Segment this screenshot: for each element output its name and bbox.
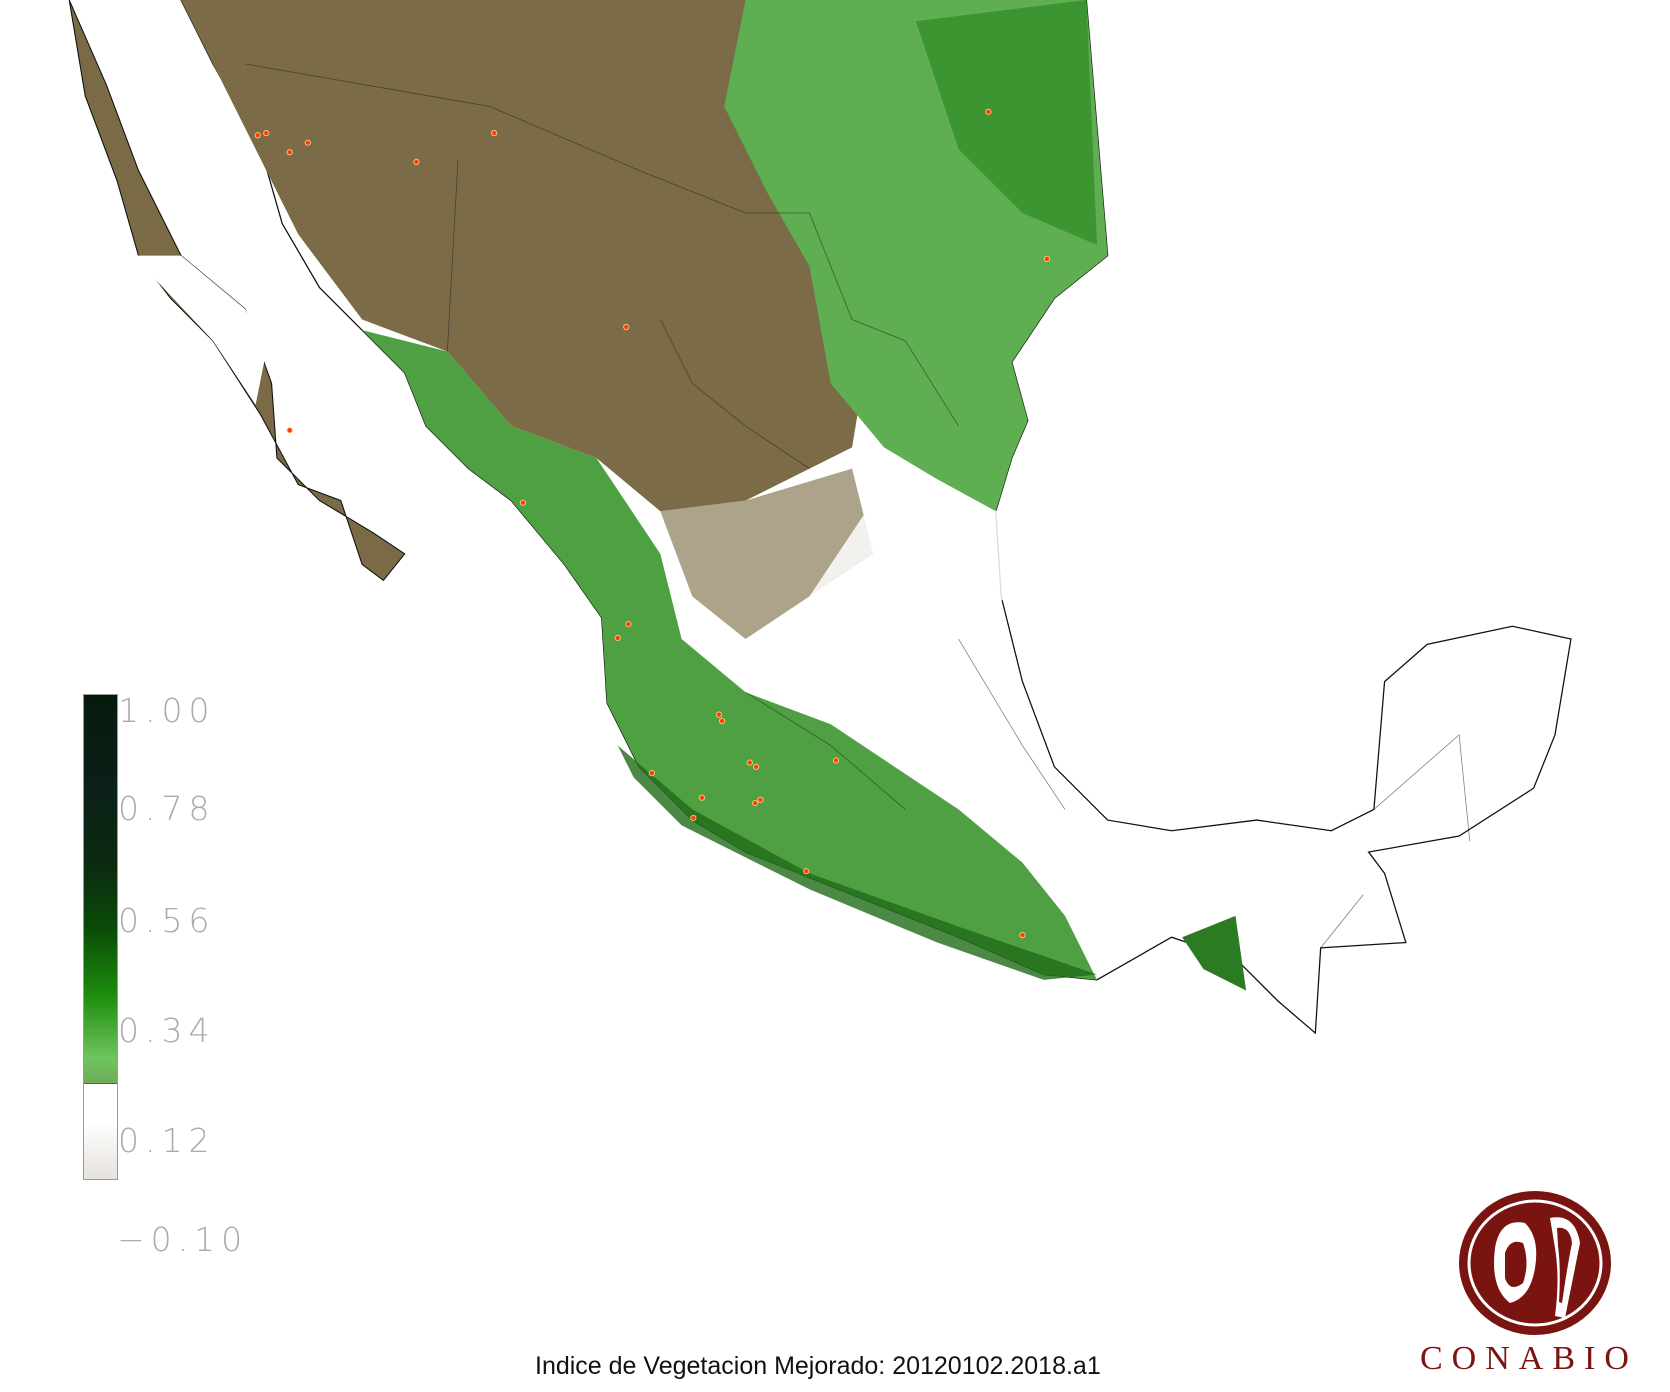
fire-point xyxy=(1019,932,1026,939)
fire-point xyxy=(690,814,697,822)
fire-point xyxy=(757,796,764,803)
fire-point xyxy=(985,108,992,115)
legend-tick: 0.12 xyxy=(118,1121,216,1160)
legend-tick: −0.10 xyxy=(117,1220,249,1259)
state-borders xyxy=(244,63,1471,949)
fire-point xyxy=(413,158,420,165)
vegetation-dense-chiapas xyxy=(1182,915,1247,991)
fire-point xyxy=(254,132,261,139)
fire-point xyxy=(715,711,722,718)
fire-point xyxy=(803,868,810,875)
fire-point xyxy=(698,794,705,801)
fire-point xyxy=(625,621,632,628)
fire-point xyxy=(519,499,527,506)
fire-point xyxy=(648,770,655,777)
vegetation-central xyxy=(660,468,874,640)
vegetation-green-west xyxy=(362,330,1098,980)
conabio-logo-icon xyxy=(1459,1191,1611,1335)
map-title: Indice de Vegetacion Mejorado: 20120102.… xyxy=(535,1352,1101,1380)
fire-point xyxy=(286,427,293,434)
fire-point xyxy=(719,717,726,725)
legend-tick: 0.78 xyxy=(118,789,216,828)
fire-point xyxy=(286,149,293,156)
fire-point xyxy=(752,799,759,807)
fire-point xyxy=(491,130,498,137)
fire-point xyxy=(832,757,840,764)
no-data-region xyxy=(809,500,1007,640)
legend-tick: 0.34 xyxy=(118,1011,216,1050)
fire-point xyxy=(614,634,621,642)
legend-tick: 1.00 xyxy=(118,691,216,730)
legend-tick: 0.56 xyxy=(118,901,216,940)
vegetation-dense-east xyxy=(915,0,1098,245)
fire-point xyxy=(623,323,630,331)
baja-no-data xyxy=(133,255,267,405)
color-scale-bar xyxy=(83,694,118,1180)
fire-points xyxy=(254,108,1051,939)
fire-point xyxy=(753,763,760,770)
fire-point xyxy=(263,130,270,137)
fire-point xyxy=(746,759,753,766)
fire-point xyxy=(304,139,311,146)
fire-point xyxy=(1043,255,1051,262)
conabio-logo-text: CONABIO xyxy=(1420,1340,1638,1377)
